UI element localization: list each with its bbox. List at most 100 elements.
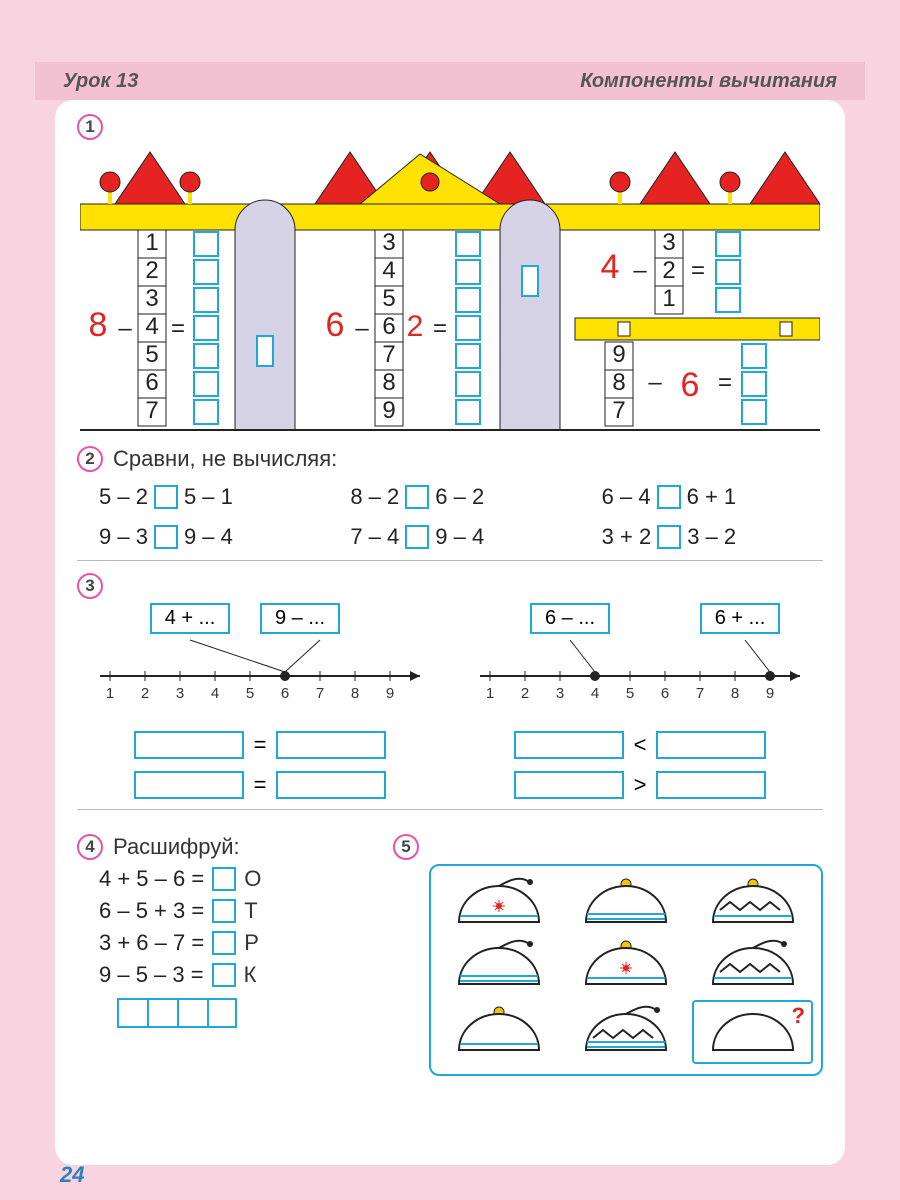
answer-letter-box[interactable] <box>177 998 207 1028</box>
nl-label: 6 – ... <box>530 603 610 634</box>
svg-text:9: 9 <box>386 685 394 702</box>
svg-text:–: – <box>633 257 647 284</box>
hat-cell <box>439 938 560 994</box>
svg-text:=: = <box>171 315 185 342</box>
answer-box[interactable] <box>212 867 236 891</box>
relation-row: > <box>470 771 810 799</box>
answer-letter-box[interactable] <box>207 998 237 1028</box>
svg-text:6: 6 <box>326 306 345 344</box>
hat-cell <box>566 876 687 932</box>
ex4-title: Расшифруй: <box>113 834 240 860</box>
svg-text:2: 2 <box>521 685 529 702</box>
compare-box[interactable] <box>405 485 429 509</box>
ex-number-1: 1 <box>77 114 103 140</box>
svg-text:6: 6 <box>661 685 669 702</box>
svg-text:3: 3 <box>556 685 564 702</box>
answer-box[interactable] <box>656 731 766 759</box>
hat-cell <box>566 938 687 994</box>
compare-box[interactable] <box>657 485 681 509</box>
nl-label: 4 + ... <box>150 603 230 634</box>
svg-text:8: 8 <box>731 685 739 702</box>
lesson-right: Компоненты вычитания <box>580 70 837 93</box>
numberline-svg: 123456789 <box>470 636 810 714</box>
svg-text:7: 7 <box>316 685 324 702</box>
answer-box[interactable] <box>514 771 624 799</box>
svg-text:5: 5 <box>145 341 158 368</box>
svg-text:7: 7 <box>612 397 625 424</box>
compare-box[interactable] <box>154 525 178 549</box>
exercise-1: 1 <box>77 114 823 436</box>
compare-box[interactable] <box>154 485 178 509</box>
svg-text:=: = <box>718 369 732 396</box>
ex-number-2: 2 <box>77 446 103 472</box>
ex-number-5: 5 <box>393 834 419 860</box>
answer-box[interactable] <box>134 771 244 799</box>
svg-text:8: 8 <box>89 306 108 344</box>
answer-box[interactable] <box>276 771 386 799</box>
hat-question-cell[interactable]: ? <box>692 1000 813 1064</box>
hat-icon <box>571 876 681 932</box>
relation-row: < <box>470 731 810 759</box>
compare-box[interactable] <box>405 525 429 549</box>
svg-text:6: 6 <box>145 369 158 396</box>
answer-box[interactable] <box>276 731 386 759</box>
answer-letter-box[interactable] <box>117 998 147 1028</box>
svg-text:5: 5 <box>626 685 634 702</box>
page-number: 24 <box>60 1162 84 1188</box>
svg-text:=: = <box>433 315 447 342</box>
svg-text:3: 3 <box>382 229 395 256</box>
decode-row: 6 – 5 + 3 =Т <box>99 898 387 924</box>
compare-cell: 8 – 26 – 2 <box>350 484 571 510</box>
exercise-2: 2 Сравни, не вычисляя: 5 – 25 – 18 – 26 … <box>77 446 823 550</box>
answer-word-boxes[interactable] <box>117 998 387 1028</box>
svg-text:6: 6 <box>681 366 700 404</box>
hat-grid: ? <box>429 864 823 1076</box>
hat-cell <box>692 938 813 994</box>
svg-text:–: – <box>648 369 662 396</box>
page-panel: 1 <box>55 100 845 1165</box>
lesson-header: Урок 13 Компоненты вычитания <box>35 62 865 100</box>
compare-box[interactable] <box>657 525 681 549</box>
castle-illustration: 8 – = 123 456 7 <box>80 146 820 436</box>
answer-box[interactable] <box>212 899 236 923</box>
answer-box[interactable] <box>134 731 244 759</box>
svg-text:2: 2 <box>662 257 675 284</box>
svg-text:8: 8 <box>382 369 395 396</box>
answer-letter-box[interactable] <box>147 998 177 1028</box>
decode-row: 4 + 5 – 6 =О <box>99 866 387 892</box>
numberline-left: 4 + ... 9 – ... 123456789 = = <box>90 603 430 799</box>
svg-text:3: 3 <box>176 685 184 702</box>
svg-text:6: 6 <box>382 313 395 340</box>
hat-cell <box>692 876 813 932</box>
answer-box[interactable] <box>656 771 766 799</box>
compare-grid: 5 – 25 – 18 – 26 – 26 – 46 + 19 – 39 – 4… <box>99 484 823 550</box>
svg-text:9: 9 <box>382 397 395 424</box>
hat-icon <box>444 876 554 932</box>
hat-cell <box>439 1000 560 1064</box>
compare-cell: 3 + 23 – 2 <box>602 524 823 550</box>
svg-text:7: 7 <box>145 397 158 424</box>
compare-cell: 9 – 39 – 4 <box>99 524 320 550</box>
svg-text:4: 4 <box>145 313 158 340</box>
svg-text:7: 7 <box>382 341 395 368</box>
hat-icon <box>698 876 808 932</box>
svg-text:3: 3 <box>145 285 158 312</box>
svg-text:–: – <box>118 315 132 342</box>
answer-box[interactable] <box>212 963 236 987</box>
nl-label: 6 + ... <box>700 603 780 634</box>
numberline-right: 6 – ... 6 + ... 123456789 < > <box>470 603 810 799</box>
hat-cell <box>566 1000 687 1064</box>
decode-row: 3 + 6 – 7 =Р <box>99 930 387 956</box>
svg-text:1: 1 <box>106 685 114 702</box>
svg-text:3: 3 <box>662 229 675 256</box>
answer-box[interactable] <box>514 731 624 759</box>
compare-cell: 6 – 46 + 1 <box>602 484 823 510</box>
decode-row: 9 – 5 – 3 =К <box>99 962 387 988</box>
relation-row: = <box>90 731 430 759</box>
nl-label: 9 – ... <box>260 603 340 634</box>
lesson-left: Урок 13 <box>63 70 138 93</box>
hat-cell <box>439 876 560 932</box>
answer-box[interactable] <box>212 931 236 955</box>
svg-text:2: 2 <box>407 310 424 343</box>
svg-text:1: 1 <box>662 285 675 312</box>
